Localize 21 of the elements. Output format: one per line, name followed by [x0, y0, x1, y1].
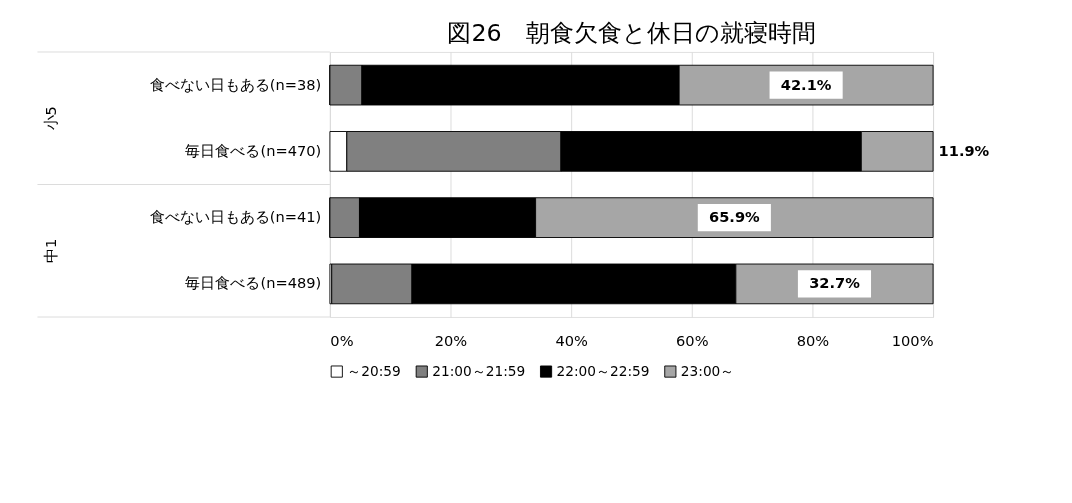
x-tick-label: 20%	[434, 331, 468, 349]
text: 小5	[41, 106, 59, 131]
x-tick-label: 80%	[796, 331, 830, 349]
legend-label: ～20:59	[347, 363, 401, 380]
y-tick-label: 食べない日もある(n=41)	[149, 208, 322, 226]
data-label: 65.9%	[709, 208, 761, 226]
x-tick-label: 0%	[330, 331, 354, 349]
data-label: 32.7%	[809, 274, 861, 292]
y-tick-label: 毎日食べる(n=470)	[185, 141, 322, 159]
legend-label: 22:00～22:59	[556, 363, 650, 380]
data-label: 11.9%	[938, 141, 990, 159]
x-tick-label: 60%	[676, 331, 709, 349]
data-label: 42.1%	[780, 75, 832, 93]
y-tick-label: 食べない日もある(n=38)	[149, 75, 322, 93]
legend-label: 23:00～	[680, 363, 735, 380]
y-tick-label: 毎日食べる(n=489)	[185, 274, 322, 292]
text: 中1	[41, 238, 59, 263]
legend-label: 21:00～21:59	[432, 363, 526, 380]
x-tick-label: 40%	[555, 331, 588, 349]
x-tick-label: 100%	[891, 331, 934, 349]
chart-title: 図26 朝食欠食と休日の就寝時間	[447, 19, 816, 48]
